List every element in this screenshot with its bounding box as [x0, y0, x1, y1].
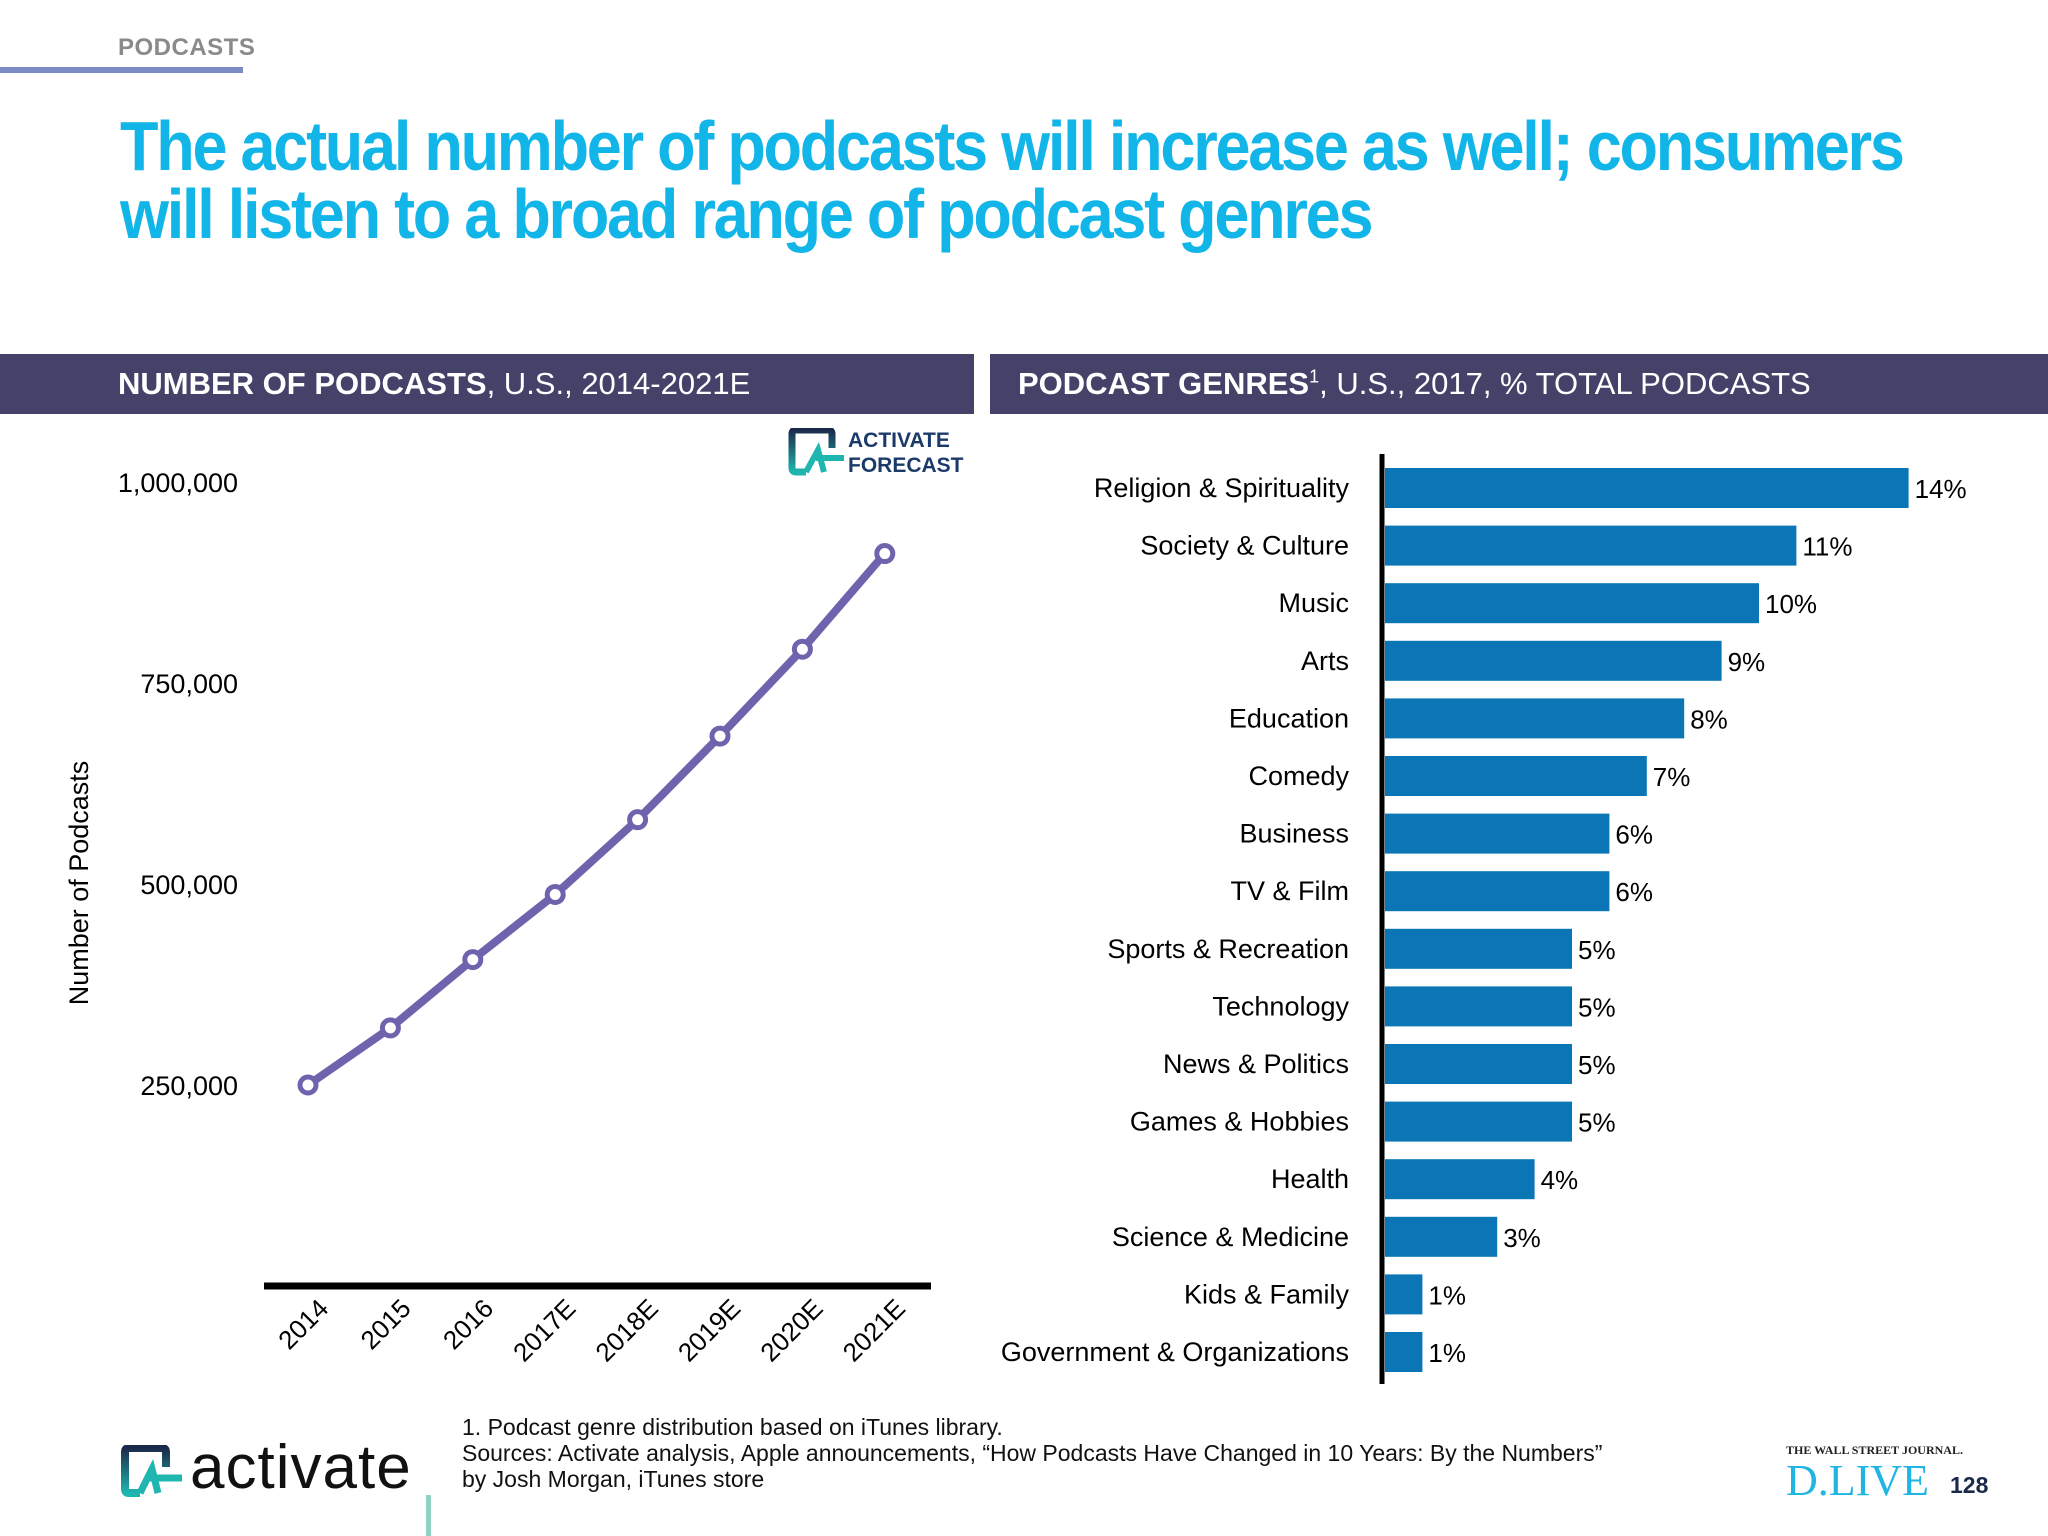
section-underline — [0, 67, 243, 73]
data-point — [874, 543, 896, 565]
header-rest: , U.S., 2014-2021E — [486, 366, 751, 401]
bar-value-label: 11% — [1802, 532, 1852, 562]
bar — [1385, 1159, 1535, 1200]
footnote-1: 1. Podcast genre distribution based on i… — [462, 1414, 1003, 1440]
wsj-masthead: THE WALL STREET JOURNAL. — [1786, 1443, 1963, 1457]
bar-value-label: 1% — [1428, 1338, 1466, 1368]
data-point — [544, 883, 566, 905]
bar-category-label: Technology — [1212, 991, 1349, 1021]
bar-value-label: 8% — [1690, 704, 1728, 734]
bar — [1385, 986, 1572, 1027]
bar-category-label: Sports & Recreation — [1107, 934, 1349, 964]
bar — [1385, 813, 1610, 854]
bar — [1385, 1101, 1572, 1142]
y-tick-label: 750,000 — [140, 669, 238, 699]
bar-category-label: Arts — [1301, 646, 1349, 676]
bar-category-label: Comedy — [1248, 761, 1349, 791]
activate-forecast-badge: ACTIVATE FORECAST — [788, 426, 964, 483]
bar — [1385, 583, 1759, 624]
bar — [1385, 1216, 1498, 1257]
header-bold: NUMBER OF PODCASTS — [118, 366, 487, 401]
x-tick-label: 2020E — [754, 1293, 828, 1367]
bar-value-label: 5% — [1578, 992, 1616, 1022]
bar — [1385, 698, 1685, 739]
header-rest: , U.S., 2017, % TOTAL PODCASTS — [1319, 366, 1811, 401]
page-number: 128 — [1950, 1472, 1989, 1498]
bar-category-label: Education — [1229, 703, 1349, 733]
bar-category-label: Science & Medicine — [1112, 1222, 1349, 1252]
badge-line1: ACTIVATE — [848, 429, 950, 452]
data-point — [379, 1017, 401, 1039]
bar — [1385, 871, 1610, 912]
bar-category-label: Society & Culture — [1140, 531, 1349, 561]
bar — [1385, 525, 1797, 566]
series-line — [305, 550, 888, 1089]
x-tick-label: 2021E — [837, 1293, 911, 1367]
y-axis-label: Number of Podcasts — [64, 761, 94, 1006]
footnotes: 1. Podcast genre distribution based on i… — [462, 1414, 1602, 1492]
bar-value-label: 14% — [1915, 474, 1967, 504]
header-footnote-mark: 1 — [1309, 366, 1320, 387]
dlive-logo: D.LIVE — [1786, 1456, 1929, 1505]
header-bold: PODCAST GENRES — [1018, 366, 1310, 401]
data-point — [627, 809, 649, 831]
activate-logo-icon — [788, 426, 844, 476]
bar-value-label: 6% — [1615, 820, 1653, 850]
x-tick-label: 2019E — [672, 1293, 746, 1367]
bar-value-label: 5% — [1578, 935, 1616, 965]
bar-value-label: 4% — [1541, 1165, 1579, 1195]
bar-value-label: 7% — [1653, 762, 1691, 792]
y-tick-label: 500,000 — [140, 870, 238, 900]
section-label: PODCASTS — [118, 34, 256, 61]
bar-category-label: Health — [1271, 1164, 1349, 1194]
line-chart-header: NUMBER OF PODCASTS, U.S., 2014-2021E — [0, 354, 974, 414]
x-tick-label: 2017E — [507, 1293, 581, 1367]
badge-line2: FORECAST — [848, 454, 964, 477]
bar-category-label: Government & Organizations — [1001, 1337, 1349, 1367]
bar-chart: Religion & Spirituality 14% Society & Cult… — [1001, 454, 1967, 1384]
bar — [1385, 1274, 1423, 1315]
x-tick-label: 2016 — [437, 1293, 499, 1355]
bar — [1385, 468, 1909, 508]
sources-line-1: Sources: Activate analysis, Apple announ… — [462, 1440, 1603, 1466]
bar-value-label: 5% — [1578, 1050, 1616, 1080]
bar-category-label: TV & Film — [1231, 876, 1350, 906]
bar — [1385, 756, 1647, 796]
data-point — [462, 949, 484, 971]
bar-value-label: 6% — [1615, 877, 1653, 907]
x-tick-label: 2018E — [589, 1293, 663, 1367]
activate-brand: activate — [190, 1433, 412, 1502]
bar-value-label: 1% — [1428, 1280, 1466, 1310]
bar-category-label: Religion & Spirituality — [1094, 473, 1350, 503]
sources-line-2: by Josh Morgan, iTunes store — [462, 1466, 765, 1492]
bar-category-label: Business — [1239, 819, 1349, 849]
bar — [1385, 928, 1572, 969]
x-tick-label: 2015 — [355, 1293, 417, 1355]
bar-value-label: 3% — [1503, 1223, 1541, 1253]
bar-value-label: 9% — [1728, 647, 1766, 677]
bar — [1385, 640, 1722, 681]
data-point — [791, 638, 813, 660]
y-tick-label: 250,000 — [140, 1071, 238, 1101]
bar-category-label: Kids & Family — [1184, 1279, 1350, 1309]
bar-value-label: 5% — [1578, 1108, 1616, 1138]
bar-category-label: Games & Hobbies — [1130, 1107, 1349, 1137]
data-point — [297, 1074, 319, 1096]
bar — [1385, 1044, 1572, 1084]
bar — [1385, 1332, 1423, 1372]
y-tick-label: 1,000,000 — [118, 468, 238, 498]
bar-category-label: News & Politics — [1163, 1049, 1349, 1079]
line-chart: 1,000,000 750,000 500,000 250,000 Number of … — [64, 468, 931, 1367]
bar-category-label: Music — [1278, 588, 1349, 618]
x-tick-label: 2014 — [272, 1293, 334, 1355]
footer-divider — [426, 1495, 431, 1536]
bar-chart-header: PODCAST GENRES1, U.S., 2017, % TOTAL POD… — [990, 354, 2048, 414]
activate-footer-logo-icon — [120, 1444, 186, 1502]
page-title: The actual number of podcasts will incre… — [120, 107, 1905, 253]
bar-value-label: 10% — [1765, 589, 1817, 619]
data-point — [709, 725, 731, 747]
